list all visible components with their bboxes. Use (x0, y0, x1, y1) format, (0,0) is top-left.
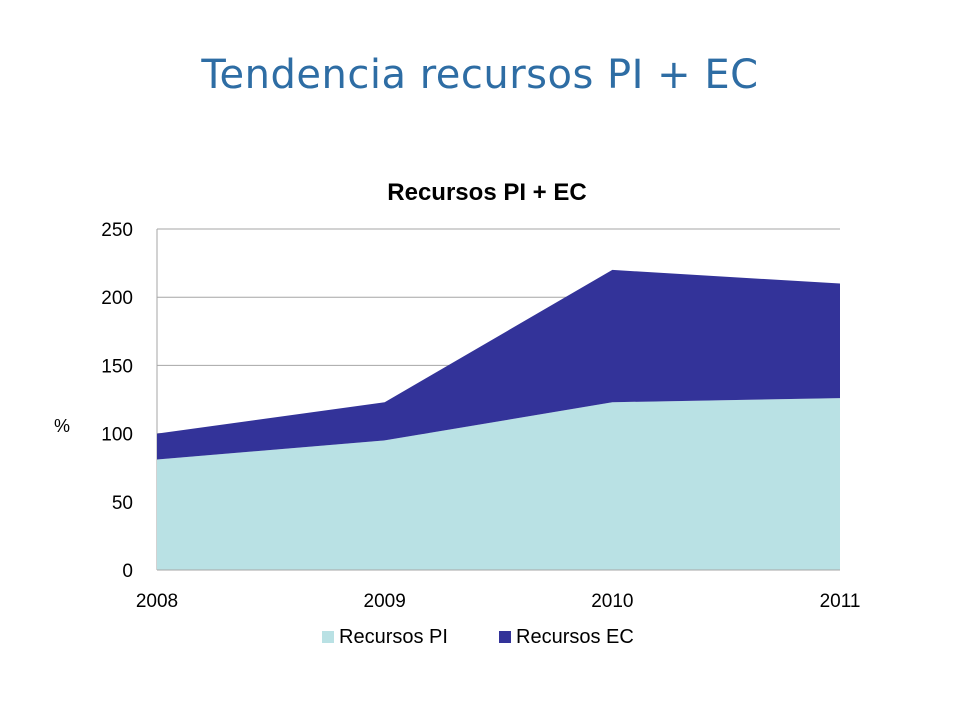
legend-label: Recursos PI (339, 626, 448, 648)
slide-title: Tendencia recursos PI + EC (201, 52, 759, 98)
y-tick-label: 150 (101, 356, 133, 377)
x-tick-label: 2010 (591, 591, 633, 612)
legend-swatch (499, 631, 511, 643)
legend-label: Recursos EC (516, 626, 634, 648)
area-series (157, 269, 840, 571)
y-tick-label: 200 (101, 288, 133, 309)
legend-swatch (322, 631, 334, 643)
y-tick-label: 50 (112, 493, 133, 514)
x-tick-label: 2011 (820, 591, 861, 612)
x-axis-ticks: 2008 2009 2010 2011 (136, 591, 861, 612)
y-axis-ticks: 0 50 100 150 200 250 (101, 220, 133, 582)
area-recursos-ec (157, 269, 840, 460)
chart-title: Recursos PI + EC (387, 179, 586, 206)
y-axis-label: % (54, 416, 70, 436)
y-tick-label: 0 (122, 561, 133, 582)
area-recursos-pi (157, 398, 840, 570)
y-tick-label: 250 (101, 220, 133, 241)
x-tick-label: 2008 (136, 591, 178, 612)
x-tick-label: 2009 (364, 591, 406, 612)
legend: Recursos PI Recursos EC (322, 626, 634, 648)
y-tick-label: 100 (101, 425, 133, 446)
